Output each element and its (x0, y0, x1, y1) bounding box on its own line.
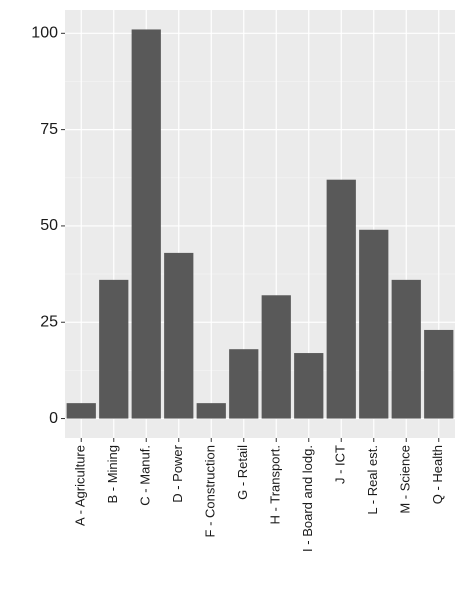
bar (261, 295, 291, 419)
x-tick-label: H - Transport. (268, 445, 283, 524)
bar (391, 279, 421, 419)
bar (326, 179, 356, 419)
x-tick-label: B - Mining (105, 445, 120, 504)
y-tick-label: 100 (31, 25, 58, 42)
x-tick-label: A - Agriculture (73, 445, 88, 526)
x-tick-label: G - Retail (235, 445, 250, 500)
x-tick-label: M - Science (398, 445, 413, 514)
bar (66, 403, 96, 419)
x-tick-label: J - ICT (333, 445, 348, 484)
bar (131, 29, 161, 419)
bar (359, 229, 389, 419)
y-tick-label: 50 (40, 217, 58, 234)
y-tick-label: 75 (40, 121, 58, 138)
y-tick-label: 25 (40, 313, 58, 330)
x-tick-label: C - Manuf. (138, 445, 153, 506)
bar (229, 349, 259, 419)
y-tick-label: 0 (49, 410, 58, 427)
x-tick-label: D - Power (170, 444, 185, 502)
x-tick-label: I - Board and lodg. (300, 445, 315, 552)
bar (424, 329, 454, 419)
bar (99, 279, 129, 419)
x-tick-label: Q - Health (430, 445, 445, 504)
bar (294, 353, 324, 419)
bar (196, 403, 226, 419)
x-tick-label: L - Real est. (365, 445, 380, 515)
x-tick-label: F - Construction (203, 445, 218, 537)
bar (164, 252, 194, 419)
